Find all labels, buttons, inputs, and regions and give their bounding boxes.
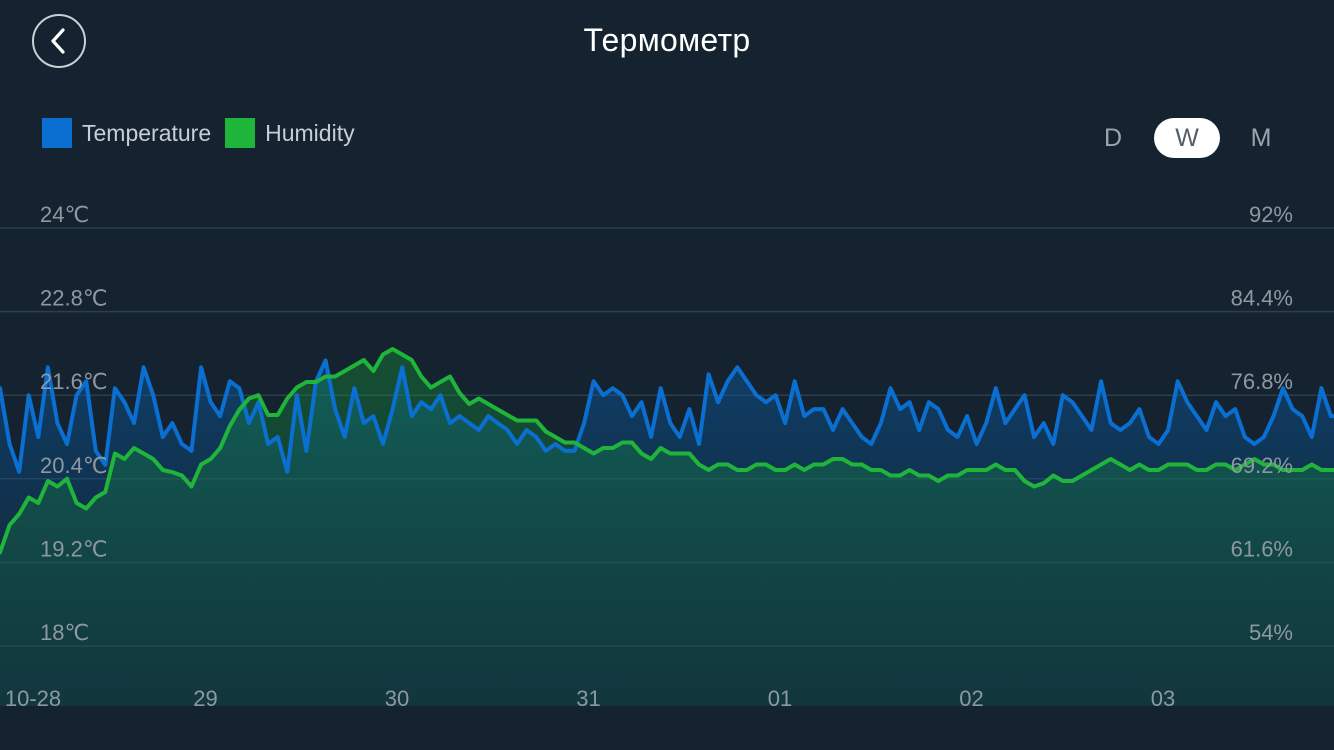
y-right-tick-label: 69.2%	[1231, 453, 1293, 478]
x-tick-label: 10-28	[5, 686, 61, 711]
y-right-tick-label: 92%	[1249, 202, 1293, 227]
chart-legend: Temperature Humidity	[42, 118, 369, 148]
y-left-tick-label: 22.8℃	[40, 286, 108, 311]
legend-item-temperature: Temperature	[42, 118, 211, 148]
x-tick-label: 30	[385, 686, 409, 711]
y-right-tick-label: 54%	[1249, 620, 1293, 645]
x-tick-label: 29	[193, 686, 217, 711]
chart-area: 24℃ 92% 22.8℃ 84.4% 21.6℃ 76.8% 20.4℃ 69.2% 19.2…	[0, 202, 1334, 711]
legend-label-temperature: Temperature	[82, 119, 212, 146]
chevron-left-icon	[51, 28, 65, 54]
series-line-humidity	[0, 347, 1334, 555]
range-tab-week[interactable]: W	[1154, 118, 1220, 158]
y-left-tick-label: 24℃	[40, 202, 89, 227]
y-left-tick-label: 18℃	[40, 620, 89, 645]
legend-label-humidity: Humidity	[265, 119, 355, 146]
series-fill-humidity	[0, 349, 1334, 706]
range-tabs: D W M	[1072, 118, 1294, 158]
y-left-tick-label: 20.4℃	[40, 453, 108, 478]
x-tick-label: 01	[768, 686, 792, 711]
legend-swatch-temperature	[42, 118, 72, 148]
legend-swatch-humidity	[225, 118, 256, 148]
x-tick-label: 31	[576, 686, 600, 711]
y-right-tick-label: 84.4%	[1231, 286, 1293, 311]
legend-item-humidity: Humidity	[225, 118, 355, 148]
series-line-temperature	[0, 358, 1334, 474]
x-tick-label: 03	[1151, 686, 1175, 711]
x-tick-label: 02	[959, 686, 983, 711]
y-right-tick-label: 61.6%	[1231, 536, 1293, 561]
back-button[interactable]	[32, 14, 86, 68]
page-title: Термометр	[583, 22, 751, 58]
y-left-tick-label: 21.6℃	[40, 369, 108, 394]
y-left-tick-label: 19.2℃	[40, 536, 108, 561]
range-tab-day[interactable]: D	[1103, 124, 1123, 152]
range-tab-month[interactable]: M	[1250, 124, 1272, 152]
y-right-tick-label: 76.8%	[1231, 369, 1293, 394]
